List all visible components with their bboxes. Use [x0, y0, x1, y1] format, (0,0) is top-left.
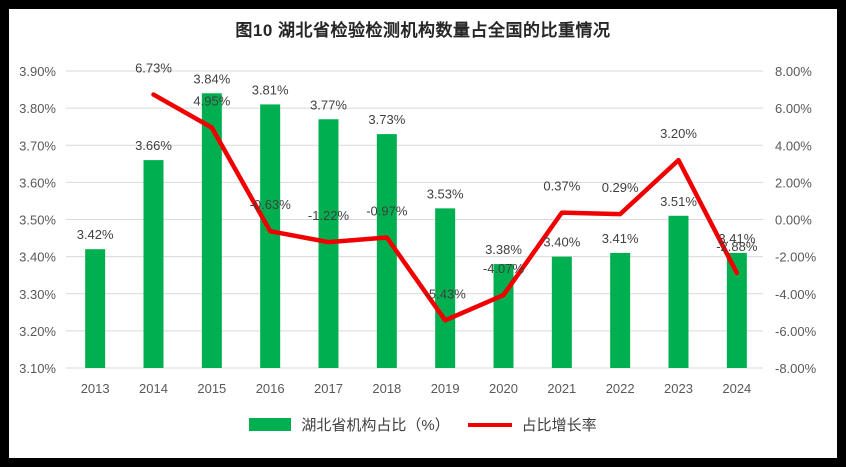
bar-2016	[260, 104, 281, 368]
growth-rate-line	[151, 92, 740, 323]
bar-data-label: 3.51%	[660, 194, 697, 209]
line-data-label: -5.43%	[425, 286, 467, 301]
x-axis-label: 2020	[489, 381, 518, 396]
legend-line-series-label: 占比增长率	[521, 417, 597, 434]
bar-data-label: 3.38%	[485, 242, 522, 257]
x-axis-label: 2022	[606, 381, 635, 396]
line-data-label: 0.37%	[543, 179, 580, 194]
legend-line-swatch	[467, 422, 512, 427]
line-data-label: 0.29%	[602, 180, 639, 195]
y-axis-right-tick: 8.00%	[775, 64, 812, 79]
bar-2013	[85, 249, 106, 368]
bar-2023	[668, 215, 689, 368]
y-axis-right-tick: -4.00%	[775, 287, 817, 302]
y-axis-left-tick: 3.40%	[19, 250, 56, 265]
line-data-label: 3.20%	[660, 126, 697, 141]
y-axis-left-tick: 3.60%	[19, 175, 56, 190]
x-axis-label: 2014	[139, 381, 168, 396]
bar-2020	[493, 264, 514, 368]
y-axis-left-tick: 3.10%	[19, 361, 56, 376]
bar-2024	[726, 252, 747, 368]
line-data-label: -0.97%	[366, 204, 408, 219]
bar-data-label: 3.81%	[252, 82, 289, 97]
y-axis-left-tick: 3.70%	[19, 138, 56, 153]
line-data-label: -2.88%	[716, 239, 758, 254]
bar-data-label: 3.66%	[135, 138, 172, 153]
y-axis-right-tick: -6.00%	[775, 324, 817, 339]
x-axis-label: 2016	[256, 381, 285, 396]
line-data-label: 4.95%	[193, 94, 230, 109]
x-axis-label: 2024	[722, 381, 751, 396]
x-axis-label: 2015	[197, 381, 226, 396]
line-data-label: -1.22%	[308, 208, 350, 223]
legend-bar-series-label: 湖北省机构占比（%）	[301, 417, 450, 434]
bar-data-label: 3.41%	[718, 231, 755, 246]
line-data-label: -0.63%	[250, 197, 292, 212]
bar-data-label: 3.41%	[602, 231, 639, 246]
x-axis-label: 2018	[372, 381, 401, 396]
y-axis-right-tick: -2.00%	[775, 250, 817, 265]
x-axis-label: 2019	[431, 381, 460, 396]
bar-data-label: 3.53%	[427, 186, 464, 201]
x-axis-label: 2023	[664, 381, 693, 396]
bar-2021	[551, 256, 572, 368]
bar-data-label: 3.40%	[543, 235, 580, 250]
y-axis-right-tick: 4.00%	[775, 138, 812, 153]
bar-2018	[376, 134, 397, 368]
y-axis-right-tick: 0.00%	[775, 213, 812, 228]
y-axis-left-tick: 3.20%	[19, 324, 56, 339]
bar-data-label: 3.77%	[310, 97, 347, 112]
bar-2014	[143, 160, 164, 368]
y-axis-left-tick: 3.50%	[19, 213, 56, 228]
chart-title: 图10 湖北省检验检测机构数量占全国的比重情况	[235, 21, 611, 40]
bar-data-label: 3.73%	[368, 112, 405, 127]
line-data-label: -4.07%	[483, 261, 525, 276]
y-axis-left-tick: 3.80%	[19, 101, 56, 116]
y-axis-left-tick: 3.90%	[19, 64, 56, 79]
x-axis-label: 2021	[547, 381, 576, 396]
legend-bar-swatch	[249, 418, 292, 431]
bar-data-label: 3.42%	[77, 227, 114, 242]
bar-2019	[435, 208, 456, 368]
bar-2015	[201, 93, 222, 369]
line-data-label: 6.73%	[135, 61, 172, 76]
bar-2022	[610, 252, 631, 368]
legend: 湖北省机构占比（%） 占比增长率	[0, 414, 846, 435]
y-axis-right-tick: 2.00%	[775, 175, 812, 190]
x-axis-label: 2017	[314, 381, 343, 396]
bar-data-label: 3.84%	[193, 71, 230, 86]
y-axis-right-tick: -8.00%	[775, 361, 817, 376]
y-axis-right-tick: 6.00%	[775, 101, 812, 116]
y-axis-left-tick: 3.30%	[19, 287, 56, 302]
x-axis-label: 2013	[81, 381, 110, 396]
